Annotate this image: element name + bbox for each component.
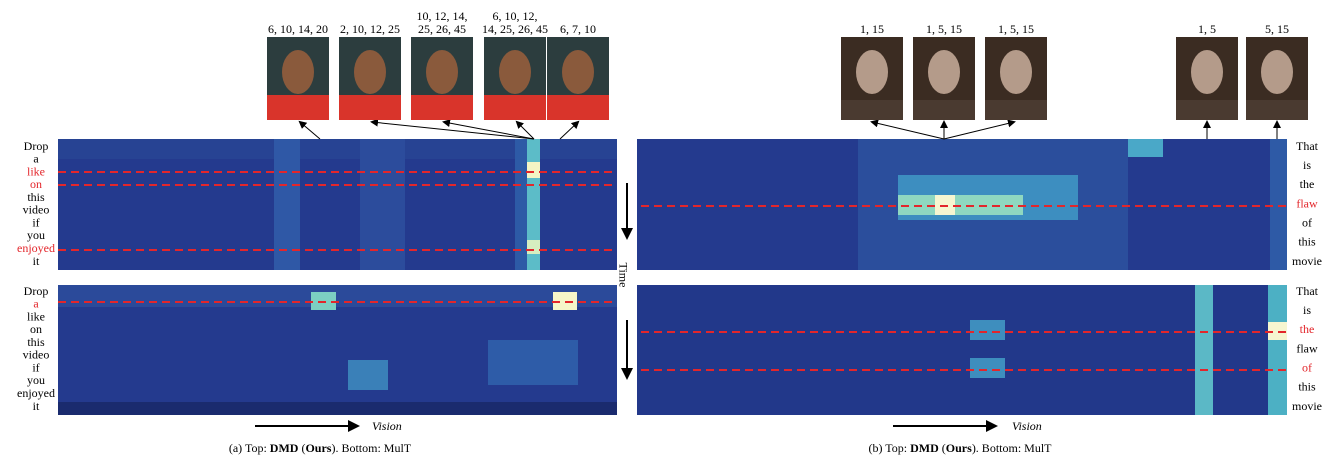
frame-body <box>913 100 975 120</box>
frame-face <box>282 50 314 94</box>
frame-shirt <box>339 95 401 120</box>
frame-label: 1, 5, 15 <box>998 22 1034 36</box>
word-label: is <box>1303 158 1311 172</box>
frame-shirt <box>267 95 329 120</box>
frame-label: 6, 7, 10 <box>560 22 596 36</box>
word-label: flaw <box>1296 196 1318 210</box>
caption-part: Ours <box>305 441 331 455</box>
frame-label: 2, 10, 12, 25 <box>340 22 400 36</box>
frame-body <box>1246 100 1308 120</box>
word-label: movie <box>1292 254 1322 268</box>
heatmap <box>637 139 1287 415</box>
frame-label: 6, 10, 14, 20 <box>268 22 328 36</box>
axis-label: Vision <box>372 419 402 433</box>
frame-label: 6, 10, 12, <box>493 9 538 23</box>
caption-part: ( <box>298 441 305 455</box>
caption-part: DMD <box>910 441 939 455</box>
word-label: flaw <box>1296 341 1318 355</box>
word-label: the <box>1300 322 1315 336</box>
word-label: of <box>1302 360 1312 374</box>
word-label: That <box>1296 139 1319 153</box>
word-label: movie <box>1292 399 1322 413</box>
frame-face <box>562 50 594 94</box>
caption-part: ). Bottom: MulT <box>972 441 1052 455</box>
caption-part: (b) Top: <box>869 441 911 455</box>
caption-part: ). Bottom: MulT <box>331 441 411 455</box>
heatmap <box>58 139 617 415</box>
time-label: Time <box>616 263 630 288</box>
frame-label: 5, 15 <box>1265 22 1289 36</box>
frame-face <box>1000 50 1032 94</box>
caption: (b) Top: DMD (Ours). Bottom: MulT <box>869 441 1053 455</box>
word-label: this <box>1298 235 1316 249</box>
page: Time Vision Vision 6, 10, 14, 20 2, 10, 1… <box>0 0 1328 465</box>
caption-part: DMD <box>270 441 299 455</box>
axis-label: Vision <box>1012 419 1042 433</box>
frame-body <box>985 100 1047 120</box>
word-label: it <box>33 254 40 268</box>
frame-shirt <box>547 95 609 120</box>
frame-label: 10, 12, 14, <box>417 9 468 23</box>
frame-face <box>499 50 531 94</box>
frame-label: 14, 25, 26, 45 <box>482 22 548 36</box>
word-label: it <box>33 399 40 413</box>
frame-label: 25, 26, 45 <box>418 22 466 36</box>
word-label: is <box>1303 303 1311 317</box>
frame-label: 1, 5 <box>1198 22 1216 36</box>
frame-face <box>1191 50 1223 94</box>
caption-part: ( <box>939 441 946 455</box>
frame-face <box>856 50 888 94</box>
word-label: this <box>1298 380 1316 394</box>
word-label: of <box>1302 215 1312 229</box>
frame-label: 1, 5, 15 <box>926 22 962 36</box>
frame-body <box>1176 100 1238 120</box>
caption: (a) Top: DMD (Ours). Bottom: MulT <box>229 441 412 455</box>
frame-shirt <box>484 95 546 120</box>
frame-shirt <box>411 95 473 120</box>
caption-part: (a) Top: <box>229 441 270 455</box>
figure: Time Vision Vision 6, 10, 14, 20 2, 10, 1… <box>0 0 1328 460</box>
frame-label: 1, 15 <box>860 22 884 36</box>
caption-part: Ours <box>946 441 972 455</box>
frame-face <box>1261 50 1293 94</box>
frame-body <box>841 100 903 120</box>
frame-face <box>354 50 386 94</box>
word-label: the <box>1300 177 1315 191</box>
word-label: That <box>1296 284 1319 298</box>
frame-face <box>426 50 458 94</box>
frame-face <box>928 50 960 94</box>
